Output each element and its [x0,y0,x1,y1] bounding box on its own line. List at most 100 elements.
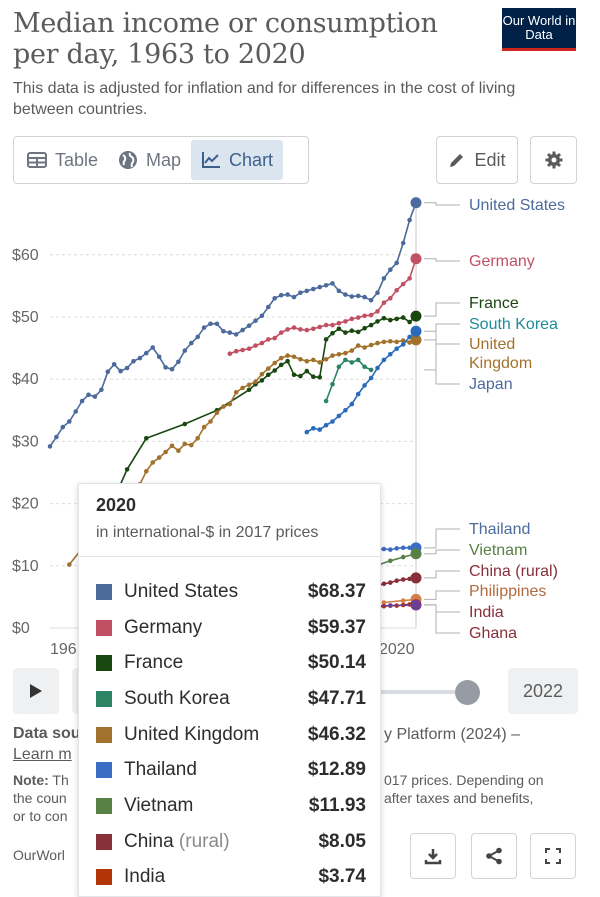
data-point [400,338,406,343]
series-label[interactable]: United [469,336,515,353]
data-point [394,546,400,551]
y-tick-label: $40 [12,371,39,388]
series-label[interactable]: India [469,604,504,621]
data-point [394,316,400,322]
tab-chart[interactable]: Chart [191,140,284,180]
series-united-states[interactable] [47,197,422,449]
data-point [285,292,290,297]
tooltip-row: Thailand $12.89 [96,752,366,788]
data-point [362,313,367,319]
series-label[interactable]: Ghana [469,625,517,642]
data-point [388,339,393,344]
series-label[interactable]: Japan [469,376,513,393]
data-point [311,426,316,431]
series-vietnam[interactable] [375,548,422,568]
data-point [400,577,406,582]
data-point [311,357,316,363]
data-point [227,401,233,407]
fullscreen-icon [545,848,561,864]
data-point [137,355,143,361]
legend-swatch [96,583,112,600]
series-france[interactable] [92,310,422,545]
end-year-box[interactable]: 2022 [508,668,578,714]
data-point [388,267,393,272]
download-button[interactable] [410,833,456,879]
data-point [355,391,361,397]
tab-table[interactable]: Table [17,140,108,180]
series-label[interactable]: South Korea [469,316,558,333]
table-icon [27,152,47,168]
series-label[interactable]: Vietnam [469,542,527,559]
data-point [156,354,162,360]
legend-swatch [96,655,112,672]
timeline-track[interactable] [380,690,465,694]
series-label[interactable]: China (rural) [469,563,558,580]
data-point [304,288,310,294]
data-point [317,375,323,380]
data-point [60,424,66,430]
data-point [221,404,226,409]
data-point [375,340,380,346]
series-label[interactable]: Thailand [469,521,530,538]
data-point [381,315,387,321]
data-point [246,346,252,351]
fullscreen-button[interactable] [530,833,576,879]
data-point [349,348,355,353]
data-point [336,413,342,419]
data-point [240,327,245,333]
share-button[interactable] [471,833,517,879]
tab-map[interactable]: Map [108,140,191,180]
data-point [343,357,348,363]
data-point [349,328,355,333]
label-connector [424,549,460,555]
series-germany[interactable] [227,253,422,356]
data-point [400,281,406,287]
series-label[interactable]: Philippines [469,583,546,600]
series-label[interactable]: United States [469,197,565,214]
owid-logo[interactable]: Our World in Data [502,8,576,51]
tooltip-series-name: France [124,652,184,674]
source-text: y Platform (2024) – [384,726,521,743]
learn-more-link[interactable]: Learn m [13,746,72,763]
label-connector [424,302,460,317]
settings-button[interactable] [530,136,577,184]
data-point [381,546,387,552]
series-south-korea[interactable] [323,357,374,404]
tooltip-row: France $50.14 [96,645,366,681]
note-label: Note: [13,772,49,788]
data-point [304,429,310,435]
data-point [349,401,355,407]
label-connector [424,590,460,600]
data-point [176,359,181,365]
data-point [298,290,303,295]
tooltip-value: $11.93 [308,794,366,816]
play-button[interactable] [13,668,59,714]
data-point [156,455,162,460]
series-label[interactable]: Kingdom [469,355,532,372]
legend-swatch [96,690,112,707]
data-point [73,409,78,414]
data-point [169,366,175,372]
data-point [67,562,72,567]
legend-swatch [96,869,112,886]
data-point [388,558,393,564]
data-point [272,335,278,341]
data-point [388,317,393,323]
series-japan[interactable] [304,325,422,435]
data-point [221,329,226,334]
end-marker [410,572,422,584]
data-point [150,460,155,465]
data-point [343,408,348,413]
series-label[interactable]: Germany [469,253,535,270]
data-point [400,545,406,551]
data-point [201,325,207,330]
end-marker [410,310,422,322]
timeline-handle[interactable] [455,680,480,705]
globe-icon [119,151,138,169]
data-point [79,398,85,404]
series-united-kingdom[interactable] [67,334,422,567]
data-point [253,379,258,384]
data-point [362,325,367,331]
edit-button[interactable]: Edit [436,136,518,184]
series-label[interactable]: France [469,295,519,312]
